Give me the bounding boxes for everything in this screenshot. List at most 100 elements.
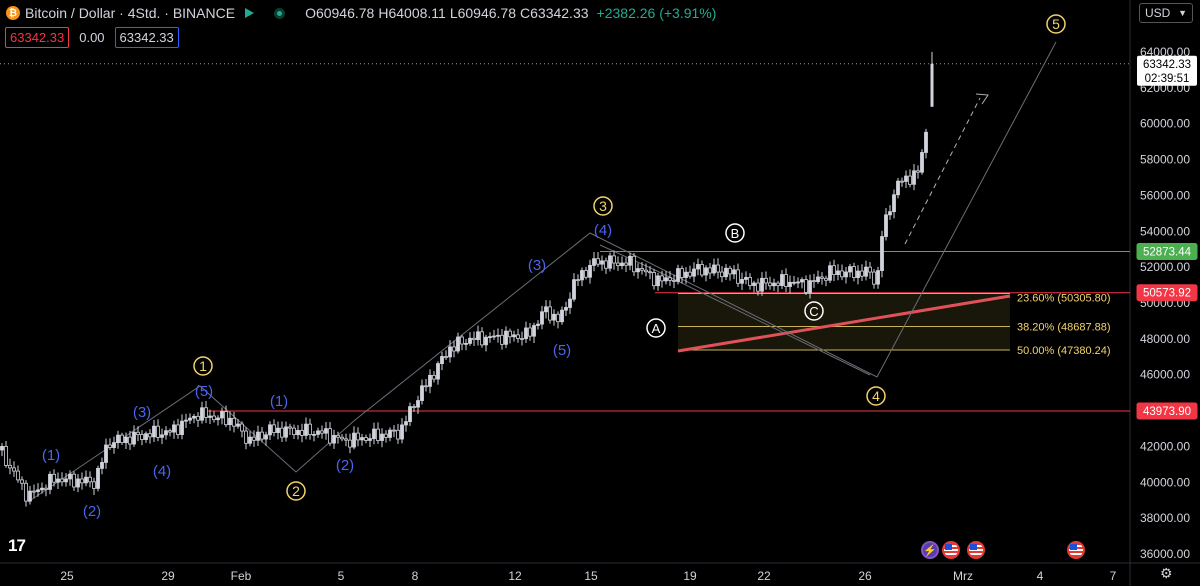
candle-body: [800, 279, 804, 283]
price-tag-box: [1136, 284, 1198, 302]
candle-body: [292, 427, 296, 436]
candle-body: [184, 419, 188, 422]
candle-body: [708, 267, 712, 274]
candle-body: [540, 311, 544, 325]
candle-body: [524, 327, 528, 340]
candle-body: [828, 265, 832, 281]
candle-body: [216, 417, 220, 421]
symbol-title[interactable]: Bitcoin / Dollar · 4Std. · BINANCE: [25, 5, 236, 21]
time-tick-label: 8: [412, 569, 419, 583]
sub-wave-label: (4): [153, 463, 171, 480]
price-tag-box: [1136, 242, 1198, 260]
price-tick-label: 38000.00: [1140, 511, 1190, 525]
price-tag-box: [1136, 402, 1198, 420]
sub-wave-label: (2): [336, 457, 354, 474]
us-flag-icon[interactable]: [942, 541, 960, 559]
currency-select[interactable]: USD ▼: [1139, 3, 1193, 23]
candle-body: [20, 479, 24, 484]
candle-body: [240, 423, 244, 432]
candle-body: [504, 330, 508, 345]
candle-body: [596, 258, 600, 265]
candle-body: [816, 276, 820, 283]
us-flag-icon[interactable]: [967, 541, 985, 559]
candle-body: [860, 270, 864, 277]
candle-body: [264, 434, 268, 440]
candle-body: [840, 270, 844, 278]
price-tick-label: 36000.00: [1140, 547, 1190, 561]
candle-body: [432, 374, 436, 380]
candle-body: [844, 271, 848, 278]
candle-body: [680, 268, 684, 278]
flag-icon[interactable]: [245, 8, 255, 18]
bitcoin-icon: ₿: [6, 6, 20, 20]
candle-body: [648, 271, 652, 274]
primary-wave-circle: [866, 386, 886, 406]
candle-body: [544, 306, 548, 313]
candle-body: [620, 262, 624, 267]
symbol-header: ₿ Bitcoin / Dollar · 4Std. · BINANCE O60…: [6, 4, 716, 22]
primary-wave-circle: [193, 356, 213, 376]
candle-body: [80, 478, 84, 484]
primary-wave-circle: [1046, 14, 1066, 34]
tradingview-logo[interactable]: 17: [8, 536, 26, 555]
candle-body: [856, 270, 860, 279]
candle-body: [316, 430, 320, 435]
price-tick-label: 56000.00: [1140, 188, 1190, 202]
candle-body: [452, 346, 456, 352]
candle-body: [304, 423, 308, 436]
candle-body: [560, 309, 564, 323]
candle-body: [496, 334, 500, 337]
candle-body: [484, 336, 488, 346]
candle-body: [592, 258, 596, 266]
time-tick-label: 25: [60, 569, 74, 583]
candle-body: [548, 306, 552, 321]
candle-body: [108, 444, 112, 448]
corrective-wave-circle: [804, 301, 824, 321]
gear-icon[interactable]: ⚙: [1160, 565, 1173, 581]
candle-body: [796, 281, 800, 284]
candle-body: [776, 282, 780, 286]
candle-body: [780, 274, 784, 286]
fib-label: 38.20% (48687.88): [1017, 322, 1111, 334]
candle-body: [512, 334, 516, 338]
us-flag-icon[interactable]: [1067, 541, 1085, 559]
candle-body: [736, 269, 740, 284]
candle-body: [368, 438, 372, 441]
candle-body: [872, 271, 876, 285]
candle-body: [308, 423, 312, 436]
low-value: L60946.78: [449, 5, 517, 21]
candle-body: [684, 271, 688, 278]
time-tick-label: 15: [584, 569, 598, 583]
candle-body: [60, 478, 64, 483]
candle-body: [112, 442, 116, 448]
candle-body: [64, 478, 68, 483]
candle-body: [640, 268, 644, 271]
candle-body: [388, 429, 392, 438]
primary-wave-circle: [286, 481, 306, 501]
chevron-down-icon: ▼: [1178, 8, 1187, 18]
candle-body: [380, 433, 384, 441]
candle-body: [868, 266, 872, 273]
sub-wave-label: (4): [594, 222, 612, 239]
candle-body: [532, 325, 536, 337]
candle-body: [28, 490, 32, 502]
candle-body: [4, 446, 8, 466]
candle-body: [912, 170, 916, 185]
candle-body: [312, 434, 316, 436]
candle-body: [536, 323, 540, 326]
candle-body: [668, 277, 672, 281]
high-value: H64008.11: [378, 5, 446, 21]
candle-body: [584, 270, 588, 278]
candle-body: [580, 270, 584, 281]
candle-body: [192, 415, 196, 419]
time-tick-label: 29: [161, 569, 175, 583]
candle-body: [24, 482, 28, 502]
buy-button[interactable]: 63342.33: [114, 27, 179, 48]
candle-body: [288, 426, 292, 429]
candle-body: [196, 415, 200, 421]
bolt-icon[interactable]: ⚡: [921, 541, 939, 559]
candle-body: [516, 334, 520, 339]
sell-button[interactable]: 63342.33: [5, 27, 70, 48]
candle-body: [84, 476, 88, 484]
